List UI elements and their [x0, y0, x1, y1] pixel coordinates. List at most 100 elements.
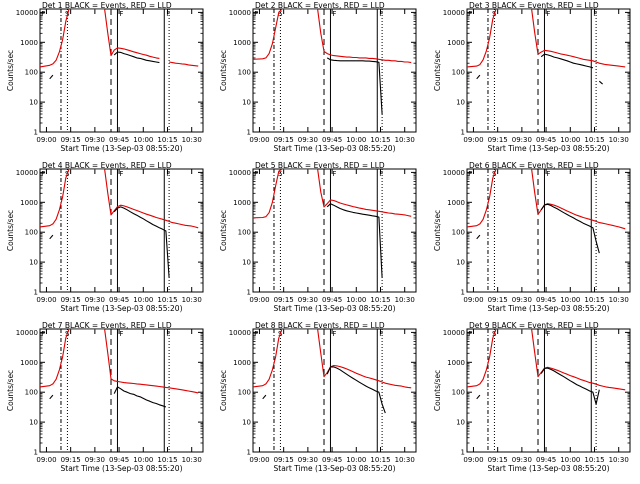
xtick-label: 10:00: [560, 296, 580, 304]
xtick-label: 09:00: [36, 296, 56, 304]
interval-label: F: [119, 10, 123, 18]
interval-label: F: [166, 10, 170, 18]
xtick-label: 09:00: [36, 136, 56, 144]
series-lld-line: [467, 329, 626, 391]
panel-5: 1 10 100 1000 10000 09:00 09:15 09:30 09:45 10:00…: [219, 161, 417, 313]
panel-1: 1 10 100 1000 10000 09:00 09:15 09:30 09:45 10:00…: [6, 1, 204, 153]
series-lld-line: [467, 9, 626, 68]
ytick-label: 1000: [233, 39, 251, 47]
plot-frame: [466, 8, 631, 133]
panel-title: Det 9 BLACK = Events, RED = LLD: [469, 321, 599, 330]
interval-label: F: [593, 10, 597, 18]
plot-frame: [252, 8, 417, 133]
xtick-label: 09:45: [109, 296, 129, 304]
interval-label: F: [119, 170, 123, 178]
ytick-label: 10: [29, 419, 38, 427]
ytick-label: 1000: [233, 199, 251, 207]
ytick-label: 1: [461, 289, 465, 297]
xtick-label: 09:15: [274, 136, 294, 144]
ytick-label: 1000: [447, 39, 465, 47]
y-axis-label: Counts/sec: [219, 370, 228, 411]
series-group: [40, 169, 199, 278]
ytick-label: 1000: [233, 359, 251, 367]
xtick-label: 09:45: [322, 296, 342, 304]
interval-label: F: [41, 10, 45, 18]
xtick-label: 09:45: [322, 136, 342, 144]
ytick-label: 1000: [447, 359, 465, 367]
xtick-label: 10:15: [370, 136, 390, 144]
series-events-line: [326, 203, 383, 278]
xtick-label: 09:00: [463, 456, 483, 464]
series-lld-line: [40, 9, 199, 68]
series-events-line: [476, 53, 603, 85]
xtick-label: 09:00: [36, 456, 56, 464]
xtick-label: 09:15: [274, 296, 294, 304]
series-group: [253, 329, 412, 414]
xtick-label: 09:30: [298, 136, 318, 144]
panel-4: 1 10 100 1000 10000 09:00 09:15 09:30 09:45 10:00…: [6, 161, 204, 313]
xtick-label: 09:45: [109, 136, 129, 144]
series-events-line: [49, 206, 170, 278]
plot-frame: [39, 8, 204, 133]
series-group: [40, 329, 199, 408]
ytick-label: 10: [242, 419, 251, 427]
interval-label: F: [593, 330, 597, 338]
ytick-label: 1: [34, 129, 38, 137]
interval-label: S: [278, 10, 283, 18]
ytick-label: 100: [25, 69, 38, 77]
xtick-label: 09:30: [512, 456, 532, 464]
interval-label: F: [468, 10, 472, 18]
xtick-label: 10:15: [370, 296, 390, 304]
interval-label: F: [546, 10, 550, 18]
series-events-line: [326, 57, 383, 115]
ytick-label: 1: [247, 289, 251, 297]
x-axis-label: Start Time (13-Sep-03 08:55:20): [488, 464, 610, 473]
ytick-label: 10000: [16, 329, 38, 337]
y-axis-label: Counts/sec: [433, 210, 442, 251]
panel-6: 1 10 100 1000 10000 09:00 09:15 09:30 09:45 10:00…: [433, 161, 631, 313]
xtick-label: 09:00: [463, 296, 483, 304]
ytick-label: 1000: [20, 359, 38, 367]
xtick-label: 10:15: [584, 456, 604, 464]
xtick-label: 10:15: [157, 296, 177, 304]
ytick-label: 100: [25, 229, 38, 237]
series-events-line: [49, 51, 160, 80]
ytick-label: 10: [456, 99, 465, 107]
xtick-label: 10:30: [182, 296, 202, 304]
ytick-label: 100: [238, 229, 251, 237]
ytick-label: 100: [25, 389, 38, 397]
xtick-label: 09:30: [298, 296, 318, 304]
ytick-label: 100: [452, 229, 465, 237]
plot-frame: [39, 168, 204, 293]
xtick-label: 10:15: [157, 456, 177, 464]
panel-title: Det 6 BLACK = Events, RED = LLD: [469, 161, 599, 170]
interval-label: F: [254, 170, 258, 178]
ytick-label: 10: [456, 259, 465, 267]
ytick-label: 1000: [20, 39, 38, 47]
ytick-label: 1: [34, 289, 38, 297]
plot-frame: [39, 328, 204, 453]
xtick-label: 09:00: [249, 456, 269, 464]
series-events-line: [476, 367, 600, 405]
panel-title: Det 4 BLACK = Events, RED = LLD: [42, 161, 172, 170]
ytick-label: 10000: [443, 169, 465, 177]
ytick-label: 1: [247, 129, 251, 137]
ytick-label: 1000: [447, 199, 465, 207]
xtick-label: 09:45: [536, 136, 556, 144]
ytick-label: 100: [452, 69, 465, 77]
xtick-label: 09:00: [249, 296, 269, 304]
xtick-label: 10:00: [346, 296, 366, 304]
interval-label: F: [546, 170, 550, 178]
x-axis-label: Start Time (13-Sep-03 08:55:20): [274, 304, 396, 313]
xtick-label: 09:15: [488, 136, 508, 144]
series-group: [40, 9, 199, 80]
xtick-label: 10:30: [609, 296, 629, 304]
ytick-label: 100: [238, 69, 251, 77]
y-axis-label: Counts/sec: [433, 370, 442, 411]
panel-title: Det 2 BLACK = Events, RED = LLD: [255, 1, 385, 10]
interval-label: F: [379, 10, 383, 18]
xtick-label: 09:45: [536, 296, 556, 304]
ytick-label: 100: [238, 389, 251, 397]
interval-label: F: [41, 170, 45, 178]
ytick-label: 1: [247, 449, 251, 457]
